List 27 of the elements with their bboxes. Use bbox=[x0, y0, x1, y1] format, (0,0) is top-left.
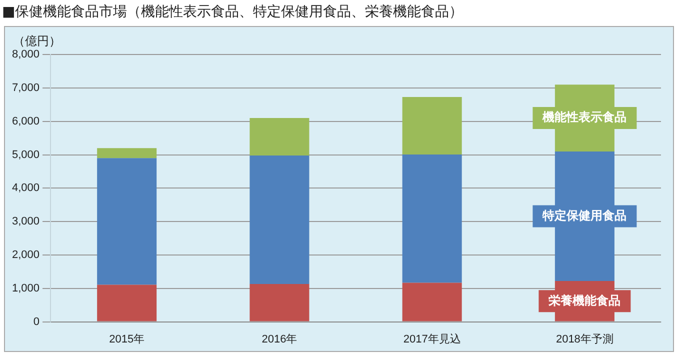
y-axis-title: （億円） bbox=[13, 33, 61, 50]
x-tick-label: 2018年予測 bbox=[556, 333, 614, 346]
chart-title: ■保健機能食品市場（機能性表示食品、特定保健用食品、栄養機能食品） bbox=[1, 3, 464, 22]
y-tick-label: 1,000 bbox=[12, 282, 40, 294]
bar bbox=[402, 97, 462, 154]
bar bbox=[250, 284, 310, 322]
y-tick-label: 3,000 bbox=[12, 216, 40, 228]
series-label: 栄養機能食品 bbox=[548, 293, 621, 308]
bar bbox=[97, 158, 157, 285]
bar bbox=[97, 284, 157, 322]
series-label: 特定保健用食品 bbox=[542, 208, 627, 222]
bar bbox=[250, 118, 310, 156]
bar bbox=[97, 148, 157, 158]
y-tick-label: 8,000 bbox=[12, 48, 40, 61]
y-tick-label: 5,000 bbox=[12, 148, 40, 161]
bar bbox=[250, 155, 310, 284]
y-tick-label: 7,000 bbox=[12, 82, 40, 94]
x-tick-label: 2017年見込 bbox=[403, 332, 461, 346]
y-tick-label: 6,000 bbox=[12, 115, 40, 128]
x-tick-label: 2015年 bbox=[109, 333, 145, 346]
bar bbox=[402, 154, 462, 283]
series-label: 機能性表示食品 bbox=[542, 110, 627, 124]
y-tick-label: 2,000 bbox=[12, 249, 40, 262]
bar bbox=[402, 282, 462, 322]
y-tick-label: 4,000 bbox=[12, 182, 40, 194]
x-tick-label: 2016年 bbox=[262, 333, 298, 346]
y-tick-label: 0 bbox=[33, 316, 40, 328]
